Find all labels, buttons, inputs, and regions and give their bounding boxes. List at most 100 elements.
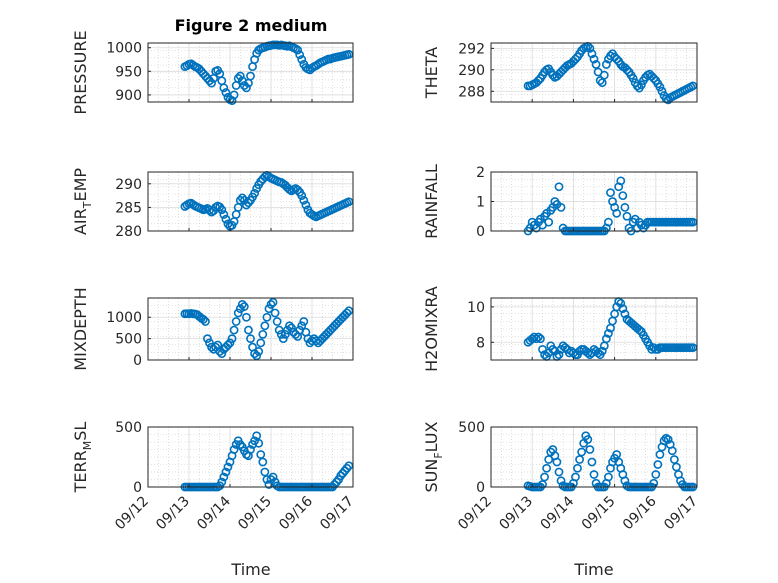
figure-title: Figure 2 medium [175,16,328,35]
data-point [606,188,615,198]
data-point [223,340,233,350]
data-point [272,317,282,326]
data-point [599,70,609,80]
data-point [616,176,626,186]
data-point [203,334,212,344]
data-point [540,350,549,360]
y-tick-label: 285 [115,200,142,216]
series-mixdepth [180,297,354,361]
axes-box [147,297,354,361]
y-tick-label: 10 [467,300,485,316]
data-point [636,80,646,90]
subplot-airtemp: 280 285 290 AIRTEMP [71,168,354,240]
y-axis-label: RAINFALL [422,164,441,239]
series-airtemp [180,170,354,231]
data-point [246,71,255,81]
data-point [585,445,595,454]
data-point [237,193,247,203]
subplot-rainfall: 0 1 2 RAINFALL [422,164,698,240]
y-tick-label: 950 [115,64,142,80]
data-point [544,455,554,464]
data-point [268,472,278,482]
y-axis-label: SUNFLUX [422,421,445,492]
data-point [688,343,698,352]
data-point [297,191,307,200]
x-tick-label: 09/14 [538,493,578,533]
data-point [672,462,681,472]
data-point [620,476,630,486]
y-tick-label: 0 [133,353,142,369]
data-point [260,467,270,477]
y-axis-label-subscript: F [432,452,445,458]
data-point [533,332,543,342]
data-point [601,60,611,69]
y-axis-label: H2OMIXRA [422,286,441,372]
data-point [198,314,208,324]
subplot-h2omixra: 8 10 H2OMIXRA [422,286,698,372]
data-point [227,334,237,344]
data-point [655,450,665,459]
data-point [587,457,597,467]
y-axis-label-subscript: T [81,201,94,209]
data-point [604,472,613,482]
data-point [655,82,665,92]
y-axis-label-main: SUN [422,459,441,493]
x-tick-label: 09/12 [455,493,495,533]
data-point [241,312,251,322]
data-point [231,317,241,326]
data-point [221,88,231,97]
data-point [276,329,286,339]
subplot-mixdepth: 0 500 1000 MIXDEPTH [71,287,354,371]
y-axis-label-rest: SL [71,422,90,441]
data-point [575,455,584,464]
time-xlabel-right: Time [573,560,613,579]
data-point [542,463,552,473]
data-point [612,54,622,64]
data-point [229,325,239,335]
axes-box [490,426,698,488]
data-point [649,343,659,352]
data-point [657,86,667,96]
y-tick-label: 292 [458,41,485,57]
data-point [241,83,251,93]
data-point [536,334,545,344]
data-point [634,325,644,335]
time-xlabel-left: Time [230,560,270,579]
data-point [589,470,599,479]
x-tick-label: 09/12 [112,493,152,533]
data-point [597,78,607,88]
data-point [538,480,547,489]
data-point [293,45,303,55]
data-point [200,317,210,326]
data-point [297,321,307,331]
y-axis-label: AIRTEMP [71,168,94,235]
data-point [573,463,582,473]
data-point [274,325,284,335]
y-tick-label: 0 [476,480,485,496]
data-point [266,300,276,309]
data-point [604,217,613,227]
data-point [585,43,595,53]
data-point [221,467,231,477]
y-axis-label: TERRMSL [71,422,94,494]
data-point [544,217,554,227]
data-point [612,208,622,218]
y-tick-label: 1 [476,195,485,211]
data-point [651,470,661,479]
data-point [620,202,630,212]
data-point [604,329,613,338]
data-point [622,65,632,75]
data-point [622,211,632,221]
data-point [587,49,597,59]
data-point [239,302,249,311]
data-point [597,346,607,356]
y-axis-label-main: AIR [71,208,90,235]
data-point [593,348,603,358]
y-tick-label: 290 [458,63,485,79]
y-tick-label: 8 [476,335,485,351]
data-point [219,210,229,219]
data-point [556,476,566,486]
x-tick-label: 09/14 [194,493,234,533]
data-point [616,298,626,308]
subplot-sunflux: 0 500 09/12 09/13 09/14 09/15 09/16 09/17 SUNFLU… [422,420,701,533]
